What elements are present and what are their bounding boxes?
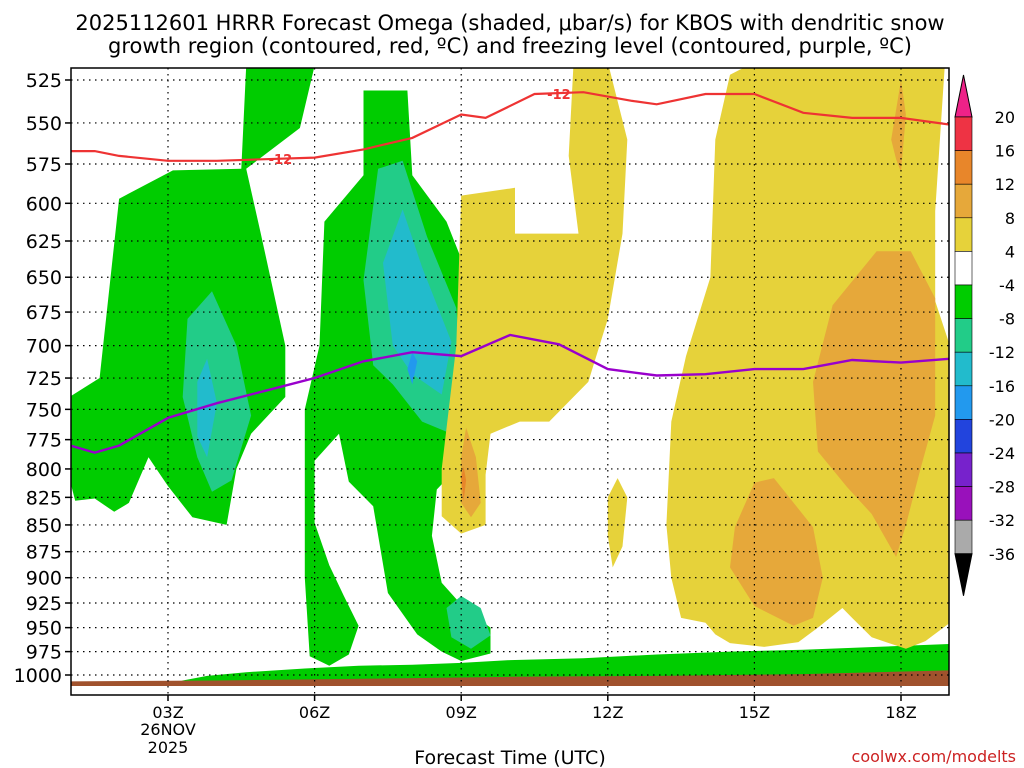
x-tick-label-18: 18Z bbox=[885, 703, 916, 722]
y-tick-label-825: 825 bbox=[26, 487, 62, 509]
date-label-line2: 2025 bbox=[148, 738, 189, 757]
omega-region-15 bbox=[891, 80, 906, 172]
colorbar-swatch-1 bbox=[954, 150, 973, 185]
credit-text: coolwx.com/modelts bbox=[852, 747, 1016, 766]
dgz-contour-label-1: -12 bbox=[547, 88, 571, 103]
dgz-contour-label-0: -12 bbox=[269, 153, 293, 168]
y-tick-label-975: 975 bbox=[26, 642, 62, 664]
plot-frame bbox=[70, 67, 950, 696]
y-tick-label-600: 600 bbox=[26, 193, 62, 215]
colorbar-swatch-10 bbox=[954, 452, 973, 487]
y-tick-label-925: 925 bbox=[26, 593, 62, 615]
dgz-contour-line bbox=[71, 91, 949, 162]
colorbar-bottom-arrow bbox=[954, 553, 973, 596]
colorbar-label-11: -28 bbox=[989, 478, 1015, 497]
date-label-line1: 26NOV bbox=[140, 720, 196, 739]
colorbar-swatch-11 bbox=[954, 486, 973, 521]
colorbar-swatch-7 bbox=[954, 351, 973, 387]
colorbar-top-arrow bbox=[954, 74, 973, 118]
colorbar-swatch-6 bbox=[954, 318, 973, 353]
y-axis: 525 550 575 600 625 650 675 700 725 750 775 800 825 8… bbox=[14, 70, 71, 687]
y-tick-label-850: 850 bbox=[26, 515, 62, 537]
omega-region-14 bbox=[813, 251, 936, 558]
colorbar-label-7: -12 bbox=[989, 343, 1015, 362]
x-tick-label-6: 06Z bbox=[299, 703, 330, 722]
x-tick-label-12: 12Z bbox=[592, 703, 623, 722]
omega-region-7 bbox=[446, 596, 491, 649]
y-tick-label-675: 675 bbox=[26, 302, 62, 324]
y-tick-label-800: 800 bbox=[26, 459, 62, 481]
dotted-grid bbox=[71, 68, 949, 695]
colorbar-label-10: -24 bbox=[989, 444, 1015, 463]
colorbar-swatch-3 bbox=[954, 217, 973, 252]
colorbar-swatch-5 bbox=[954, 284, 973, 319]
colorbar-label-12: -32 bbox=[989, 511, 1015, 530]
omega-region-9 bbox=[441, 68, 628, 534]
omega-region-12 bbox=[461, 427, 481, 518]
omega-region-6 bbox=[383, 209, 452, 395]
colorbar-label-9: -20 bbox=[989, 410, 1015, 429]
colorbar-label-2: 12 bbox=[995, 175, 1015, 194]
y-tick-label-750: 750 bbox=[26, 399, 62, 421]
chart-title-line2: growth region (contoured, red, ºC) and f… bbox=[108, 34, 912, 58]
omega-region-13 bbox=[730, 478, 823, 626]
colorbar-label-4: 4 bbox=[1005, 242, 1015, 261]
terrain-fill bbox=[71, 670, 949, 686]
colorbar-label-13: -36 bbox=[989, 545, 1015, 564]
omega-region-10 bbox=[607, 478, 628, 568]
x-tick-label-15: 15Z bbox=[739, 703, 770, 722]
colorbar-swatch-9 bbox=[954, 419, 973, 454]
x-axis: 03Z 06Z 09Z 12Z 15Z 18Z bbox=[152, 695, 917, 722]
y-tick-label-550: 550 bbox=[26, 113, 62, 135]
colorbar-label-8: -16 bbox=[989, 377, 1015, 396]
colorbar-label-5: -4 bbox=[999, 276, 1015, 295]
y-tick-label-1000: 1000 bbox=[14, 665, 62, 687]
y-tick-label-625: 625 bbox=[26, 231, 62, 253]
contours: -12 -12 bbox=[71, 88, 949, 454]
y-tick-label-775: 775 bbox=[26, 430, 62, 452]
colorbar-label-0: 20 bbox=[995, 108, 1015, 127]
y-tick-label-900: 900 bbox=[26, 568, 62, 590]
colorbar-label-1: 16 bbox=[995, 142, 1015, 161]
x-axis-title: Forecast Time (UTC) bbox=[414, 747, 605, 768]
colorbar-swatch-0 bbox=[954, 116, 973, 151]
y-tick-label-950: 950 bbox=[26, 618, 62, 640]
colorbar: 20 16 12 8 4 -4 -8 -12 -16 -20 -24 -28 -32 -36 bbox=[954, 74, 1015, 596]
y-tick-label-525: 525 bbox=[26, 70, 62, 92]
x-tick-label-3: 03Z bbox=[152, 703, 183, 722]
colorbar-label-6: -8 bbox=[999, 310, 1015, 329]
y-tick-label-725: 725 bbox=[26, 368, 62, 390]
colorbar-swatch-4 bbox=[954, 251, 973, 286]
omega-region-3 bbox=[182, 291, 252, 492]
colorbar-swatch-12 bbox=[954, 519, 973, 555]
omega-region-8 bbox=[407, 352, 418, 385]
terrain bbox=[71, 670, 949, 686]
omega-region-5 bbox=[197, 358, 217, 458]
x-tick-label-9: 09Z bbox=[446, 703, 477, 722]
y-tick-label-700: 700 bbox=[26, 336, 62, 358]
colorbar-swatch-8 bbox=[954, 385, 973, 420]
omega-region-16 bbox=[461, 466, 467, 501]
y-tick-label-875: 875 bbox=[26, 542, 62, 564]
omega-region-1 bbox=[71, 68, 315, 525]
colorbar-swatch-2 bbox=[954, 183, 973, 219]
omega-shading bbox=[71, 68, 949, 686]
y-tick-label-650: 650 bbox=[26, 267, 62, 289]
colorbar-label-3: 8 bbox=[1005, 209, 1015, 228]
chart-title-line1: 2025112601 HRRR Forecast Omega (shaded, … bbox=[75, 11, 944, 35]
y-tick-label-575: 575 bbox=[26, 154, 62, 176]
freezing-level-line bbox=[71, 333, 949, 454]
plot-area: -12 -12 bbox=[71, 68, 949, 695]
